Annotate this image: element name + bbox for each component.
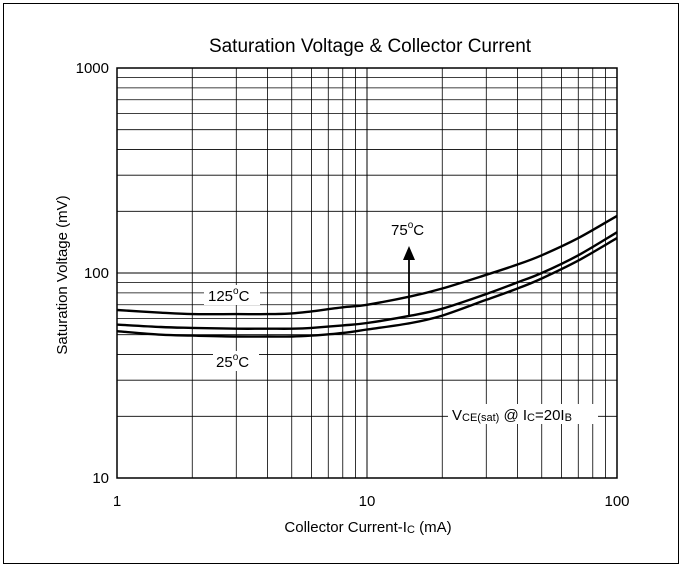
y-tick-label: 1000 [76, 60, 109, 77]
label-125c: 125oC [208, 286, 250, 305]
y-tick-label: 100 [84, 265, 109, 282]
y-tick-label: 10 [92, 470, 109, 487]
series-lines [116, 214, 618, 338]
chart-title: Saturation Voltage & Collector Current [209, 36, 532, 57]
x-tick-label: 1 [113, 493, 121, 510]
y-axis-label: Saturation Voltage (mV) [54, 195, 71, 354]
series-line-2 [116, 237, 618, 338]
series-line-1 [116, 231, 618, 330]
arrow-75c-head [403, 246, 415, 260]
label-25c: 25oC [216, 352, 249, 371]
series-line-0 [116, 214, 618, 316]
chart-frame [3, 3, 679, 564]
x-tick-label: 100 [604, 493, 629, 510]
x-tick-label: 10 [359, 493, 376, 510]
x-axis-label: Collector Current-IC (mA) [284, 519, 451, 536]
label-25c-bg [213, 351, 259, 371]
condition-label: VCE(sat) @ IC=20IB [452, 407, 572, 424]
condition-bg [448, 404, 598, 424]
plot-area-border [116, 67, 618, 479]
label-75c-bg [388, 219, 434, 239]
label-125c-bg [204, 285, 260, 305]
label-75c: 75oC [391, 220, 424, 239]
